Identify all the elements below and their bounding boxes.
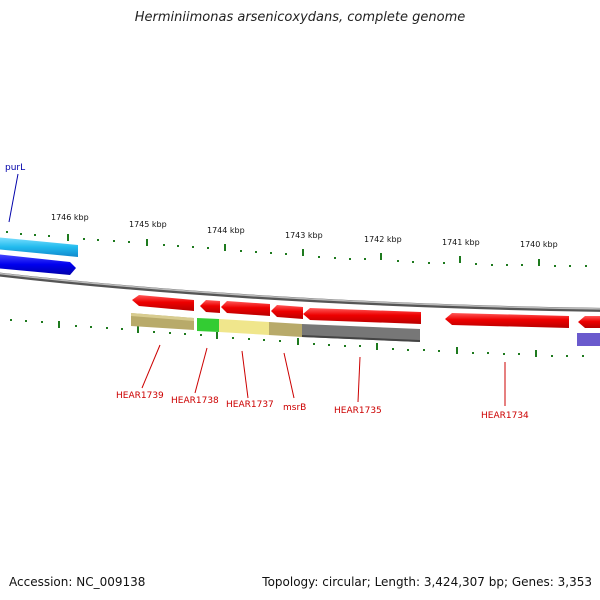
accession-footer: Accession: NC_009138	[9, 575, 145, 589]
gene-purL-cyan[interactable]	[0, 237, 78, 257]
gene-right-partial[interactable]	[578, 316, 600, 328]
feature-bars	[131, 313, 600, 346]
length-label: Length:	[374, 575, 421, 589]
gene-label-HEAR1739: HEAR1739	[116, 391, 164, 401]
accession-value: NC_009138	[76, 575, 146, 589]
gene-label-HEAR1737: HEAR1737	[226, 400, 274, 410]
gene-label-msrB: msrB	[283, 403, 306, 413]
genome-backbone	[0, 272, 600, 312]
length-value: 3,424,307 bp	[423, 575, 504, 589]
label-lines	[141, 344, 506, 406]
lower-tick-row	[10, 319, 584, 357]
label-line-purL	[8, 173, 19, 223]
gene-labels: purL HEAR1739 HEAR1738 HEAR1737 msrB HEA…	[5, 163, 529, 421]
gene-HEAR1734[interactable]	[445, 313, 569, 328]
gene-HEAR1737[interactable]	[221, 301, 270, 316]
topology-label: Topology:	[262, 575, 319, 589]
gene-label-HEAR1734: HEAR1734	[481, 411, 529, 421]
tick-label: 1743 kbp	[285, 231, 323, 240]
genes-label: Genes:	[511, 575, 554, 589]
tick-label: 1740 kbp	[520, 240, 558, 249]
gene-label-HEAR1738: HEAR1738	[171, 396, 219, 406]
genome-info-footer: Topology: circular; Length: 3,424,307 bp…	[262, 575, 592, 589]
tick-label: 1746 kbp	[51, 213, 89, 222]
accession-label: Accession:	[9, 575, 73, 589]
tick-label: 1741 kbp	[442, 238, 480, 247]
gene-label-HEAR1735: HEAR1735	[334, 406, 382, 416]
gene-HEAR1739[interactable]	[132, 295, 194, 311]
gene-HEAR1738[interactable]	[200, 300, 220, 313]
tick-label: 1742 kbp	[364, 235, 402, 244]
tick-labels: 1746 kbp 1745 kbp 1744 kbp 1743 kbp 1742…	[51, 213, 558, 249]
gene-HEAR1735[interactable]	[303, 308, 421, 324]
topology-value: circular	[322, 575, 367, 589]
genes-value: 3,353	[557, 575, 592, 589]
genome-backbone-highlight	[0, 272, 600, 310]
page-title: Herminiimonas arsenicoxydans, complete g…	[134, 10, 466, 25]
gene-msrB[interactable]	[271, 305, 303, 319]
gene-label-purL: purL	[5, 163, 25, 173]
tick-label: 1745 kbp	[129, 220, 167, 229]
tick-label: 1744 kbp	[207, 226, 245, 235]
upper-tick-row	[6, 231, 587, 267]
gene-purL-blue[interactable]	[0, 254, 76, 275]
